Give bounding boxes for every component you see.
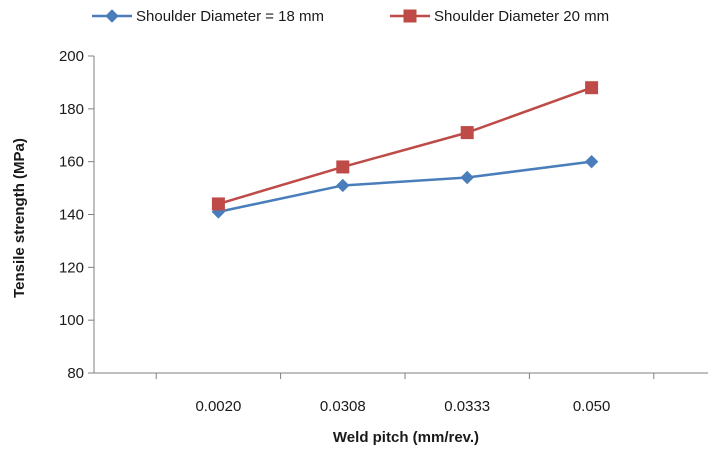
legend-marker-2 [403,9,417,23]
series-layer [211,81,599,219]
data-point-2-1 [211,197,225,211]
y-tick-label: 180 [59,101,84,118]
x-tick-label: 0.0020 [195,398,241,415]
x-tick-label: 0.0333 [444,398,490,415]
legend: Shoulder Diameter = 18 mm Shoulder Diamet… [92,8,609,25]
data-point-1-3 [460,170,474,185]
series-line-2 [218,86,593,206]
data-point-1-4 [584,154,599,169]
series-line-1 [218,160,592,214]
data-point-2-2 [336,160,350,174]
legend-label-1: Shoulder Diameter = 18 mm [136,8,324,25]
data-point-1-2 [336,178,350,193]
y-axis: 80 100 120 140 160 180 200 [59,48,95,382]
y-tick-label: 80 [67,365,84,382]
y-tick-label: 120 [59,259,84,276]
y-tick-label: 200 [59,48,84,65]
y-tick-label: 100 [59,312,84,329]
data-point-2-3 [460,126,474,140]
y-axis-title: Tensile strength (MPa) [11,138,28,298]
legend-label-2: Shoulder Diameter 20 mm [434,8,609,25]
data-point-2-4 [585,81,599,95]
y-tick-label: 140 [59,207,84,224]
y-tick-label: 160 [59,154,84,171]
x-tick-label: 0.0308 [320,398,366,415]
x-tick-label: 0.050 [573,398,611,415]
legend-marker-1 [105,9,119,23]
x-axis: 0.0020 0.0308 0.0333 0.050 [94,372,708,415]
x-axis-title: Weld pitch (mm/rev.) [333,429,479,446]
